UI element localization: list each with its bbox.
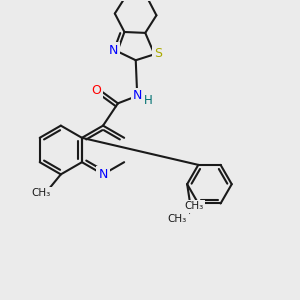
Text: CH₃: CH₃ xyxy=(31,188,50,198)
Text: O: O xyxy=(92,84,101,97)
Text: CH₃: CH₃ xyxy=(184,202,203,212)
Text: N: N xyxy=(133,89,142,102)
Text: N: N xyxy=(109,44,119,57)
Text: CH₃: CH₃ xyxy=(168,214,187,224)
Text: N: N xyxy=(98,168,108,181)
Text: H: H xyxy=(144,94,153,107)
Text: S: S xyxy=(154,47,162,60)
